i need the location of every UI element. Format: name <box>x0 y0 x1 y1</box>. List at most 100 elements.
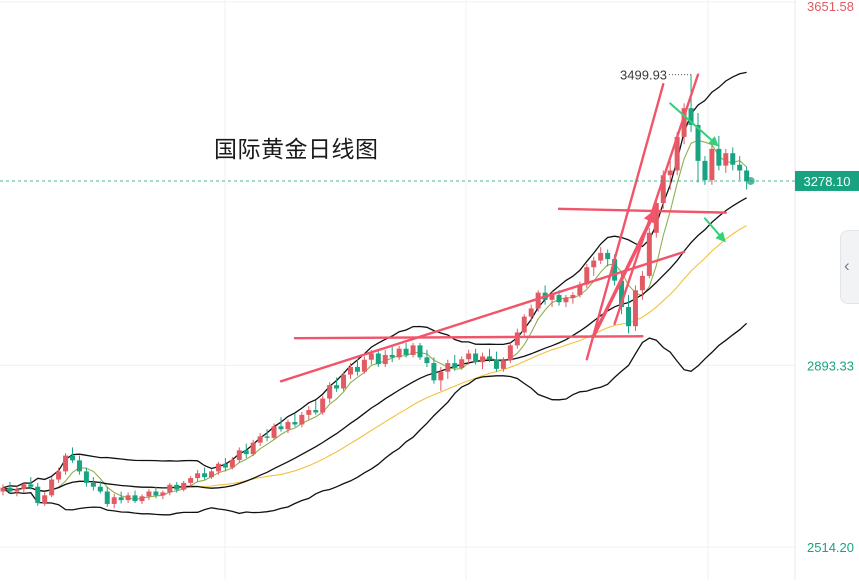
candle-body <box>598 252 604 261</box>
candle-body <box>681 108 687 137</box>
candle-body <box>257 436 263 443</box>
candle <box>348 363 353 379</box>
candle <box>139 494 145 504</box>
candle-body <box>118 497 124 501</box>
candle-body <box>487 356 492 360</box>
candle <box>167 482 173 496</box>
candle <box>188 476 194 487</box>
candle <box>702 156 708 185</box>
candle <box>403 342 409 358</box>
candle-body <box>215 463 221 472</box>
candle-body <box>229 459 235 468</box>
candle-body <box>195 473 201 479</box>
candle <box>132 490 138 504</box>
candle <box>146 489 152 501</box>
candle-body <box>292 422 298 425</box>
candle-body <box>181 482 187 490</box>
candle <box>28 477 34 490</box>
candle <box>250 439 256 457</box>
candle-body <box>549 295 555 300</box>
candle-body <box>417 345 423 358</box>
candle-body <box>584 267 590 285</box>
candle-body <box>493 359 499 369</box>
down-arrow-lower-head <box>715 231 726 243</box>
down-arrow-upper-head <box>708 136 719 147</box>
candle <box>375 350 381 367</box>
candle-body <box>354 366 360 372</box>
candle-body <box>695 124 701 161</box>
down-arrow-lower-shaft <box>703 217 721 236</box>
candle <box>626 295 631 334</box>
candle <box>7 481 13 494</box>
candle <box>639 271 645 300</box>
candle <box>299 411 305 428</box>
resistance-breakout-line <box>557 207 727 214</box>
candle <box>257 433 263 446</box>
annotations: 3278.10 3499.93 <box>0 68 859 191</box>
candle <box>14 486 20 497</box>
candle <box>605 249 611 267</box>
candle-body <box>466 353 472 360</box>
candle-body <box>577 284 583 296</box>
candle-body <box>646 232 652 276</box>
candle <box>424 349 430 367</box>
candle-body <box>660 175 666 204</box>
candle <box>438 366 444 391</box>
candle <box>174 481 180 493</box>
candle-body <box>264 436 270 438</box>
side-panel-toggle[interactable]: ‹ <box>840 230 859 304</box>
current-price-dot <box>746 176 755 185</box>
candle <box>521 314 527 336</box>
candle-body <box>125 495 131 501</box>
candle-body <box>410 345 416 355</box>
price-axis-label-0: 3651.58 <box>807 0 854 14</box>
candle-body <box>445 363 451 372</box>
candle <box>570 292 576 304</box>
candle-body <box>167 484 173 493</box>
rally-arrow-shaft <box>592 219 652 338</box>
price-axis-label-1: 2893.33 <box>807 358 854 373</box>
candle-body <box>202 473 208 478</box>
candle-body <box>730 153 736 165</box>
candle <box>480 352 486 370</box>
price-axis: 3651.58 2893.33 2514.20 <box>807 0 854 555</box>
candle-body <box>368 353 374 360</box>
high-price-label: 3499.93 <box>620 68 667 83</box>
candle-body <box>188 478 194 483</box>
candle <box>695 112 701 183</box>
chevron-left-icon: ‹ <box>844 256 850 275</box>
candle-body <box>153 491 159 496</box>
candle <box>396 345 402 360</box>
candle-body <box>563 297 569 303</box>
candle <box>507 342 513 364</box>
candle <box>215 461 221 475</box>
candle-body <box>688 108 694 125</box>
candle <box>90 477 96 491</box>
candle-body <box>744 170 750 182</box>
candle <box>104 486 110 507</box>
candle-body <box>521 316 527 333</box>
candle-body <box>7 487 13 492</box>
candle <box>76 455 82 475</box>
candle-body <box>139 496 145 502</box>
candle-body <box>90 482 96 487</box>
candle <box>535 290 541 312</box>
candle <box>42 492 48 506</box>
candle <box>202 467 208 480</box>
candle <box>181 480 187 492</box>
candle <box>667 160 673 190</box>
candle <box>236 447 242 463</box>
candle-body <box>605 252 611 260</box>
candle-body <box>35 486 41 504</box>
candle <box>63 453 69 475</box>
candle-body <box>452 363 458 368</box>
chart-title: 国际黄金日线图 <box>214 137 379 163</box>
candle <box>681 103 687 145</box>
candle <box>417 342 423 360</box>
candle <box>466 349 472 365</box>
candle-body <box>299 414 305 425</box>
candle-body <box>28 484 34 487</box>
candle <box>56 467 62 483</box>
candle <box>361 356 367 374</box>
candle-body <box>250 442 256 455</box>
